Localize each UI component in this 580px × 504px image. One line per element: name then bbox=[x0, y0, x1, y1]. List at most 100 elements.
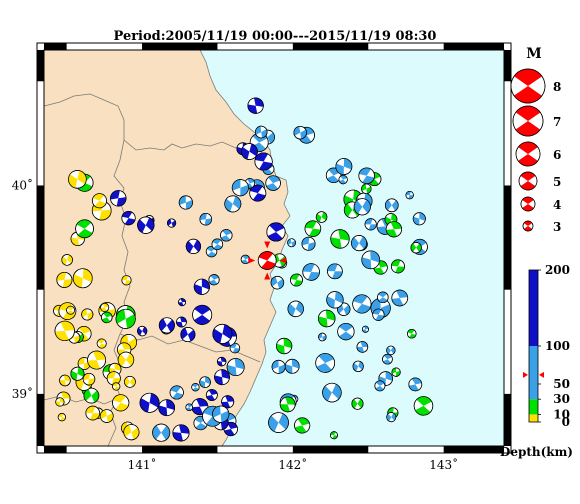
highlight-marker bbox=[279, 257, 287, 264]
depth-color-band bbox=[529, 399, 538, 415]
land-area bbox=[44, 50, 291, 446]
depth-scale-label: 10 bbox=[553, 407, 570, 421]
magnitude-legend-label: 6 bbox=[553, 148, 561, 162]
focal-mechanism bbox=[231, 179, 249, 197]
focal-mechanism bbox=[405, 190, 414, 200]
focal-mechanism bbox=[216, 356, 227, 367]
focal-mechanism bbox=[247, 97, 264, 114]
frame-stripe bbox=[37, 393, 44, 446]
focal-mechanism bbox=[266, 222, 286, 242]
map-frame bbox=[36, 42, 512, 454]
focal-mechanism bbox=[178, 195, 193, 210]
focal-mechanism bbox=[192, 304, 213, 325]
focal-mechanism bbox=[330, 431, 338, 440]
focal-mechanism bbox=[178, 298, 187, 307]
depth-marker-left bbox=[523, 371, 528, 378]
focal-mechanism bbox=[66, 305, 76, 315]
focal-mechanism bbox=[268, 412, 289, 433]
focal-mechanism bbox=[304, 220, 322, 237]
focal-mechanism bbox=[55, 397, 65, 407]
depth-color-band bbox=[529, 270, 538, 346]
focal-mechanism bbox=[137, 325, 148, 337]
focal-mechanism bbox=[318, 309, 336, 328]
focal-mechanism bbox=[117, 351, 135, 369]
focal-mechanism bbox=[240, 254, 251, 265]
focal-mechanism bbox=[276, 337, 293, 355]
focal-mechanism bbox=[199, 376, 211, 388]
magnitude-legend-label: 7 bbox=[553, 115, 561, 129]
focal-mechanism bbox=[199, 212, 213, 226]
frame-stripe bbox=[37, 50, 44, 82]
lat-tick-label: 39˚ bbox=[12, 386, 33, 401]
focal-mechanism bbox=[315, 353, 336, 373]
focal-mechanism bbox=[353, 198, 371, 216]
focal-mechanism bbox=[270, 275, 285, 290]
magnitude-legend-symbol bbox=[520, 196, 536, 212]
focal-mechanism bbox=[220, 229, 233, 242]
focal-mechanism bbox=[176, 316, 187, 328]
focal-mechanism bbox=[112, 382, 121, 391]
focal-mechanism bbox=[361, 250, 381, 270]
focal-mechanism bbox=[212, 405, 230, 423]
frame-stripe bbox=[142, 43, 218, 50]
focal-mechanism bbox=[158, 399, 176, 417]
frame-stripe bbox=[443, 43, 504, 50]
frame-stripe bbox=[37, 185, 44, 290]
focal-mechanism bbox=[406, 328, 417, 339]
focal-mechanism bbox=[137, 216, 155, 234]
focal-mechanism bbox=[410, 241, 422, 254]
focal-mechanism bbox=[327, 263, 343, 280]
focal-mechanism bbox=[214, 369, 230, 386]
focal-mechanism bbox=[59, 374, 71, 387]
focal-mechanism bbox=[338, 174, 348, 185]
focal-mechanism bbox=[167, 218, 177, 228]
focal-mechanism bbox=[352, 360, 364, 372]
focal-mechanism bbox=[240, 143, 258, 160]
focal-mechanism bbox=[106, 371, 121, 386]
lon-tick-label: 141˚ bbox=[128, 457, 157, 472]
frame-stripe bbox=[292, 43, 369, 50]
focal-mechanism bbox=[124, 375, 136, 388]
depth-color-band bbox=[529, 346, 538, 400]
focal-mechanism bbox=[377, 291, 389, 304]
magnitude-legend-title: M bbox=[526, 46, 542, 62]
highlight-marker bbox=[264, 241, 271, 249]
focal-mechanism bbox=[139, 392, 160, 413]
frame-stripe bbox=[443, 446, 504, 453]
focal-mechanism bbox=[361, 325, 369, 333]
focal-mechanism bbox=[85, 405, 101, 421]
focal-mechanism bbox=[361, 183, 372, 195]
focal-mechanism bbox=[413, 396, 434, 416]
focal-mechanism bbox=[351, 397, 364, 410]
focal-mechanism bbox=[226, 358, 245, 377]
frame-stripe bbox=[504, 50, 511, 82]
focal-mechanism bbox=[185, 403, 193, 411]
lat-tick-label: 40˚ bbox=[12, 177, 33, 192]
focal-mechanism bbox=[211, 238, 224, 251]
magnitude-legend-symbol bbox=[510, 68, 546, 104]
depth-scale-label: 50 bbox=[553, 377, 570, 391]
focal-mechanism bbox=[391, 289, 409, 307]
focal-mechanism bbox=[57, 413, 66, 422]
focal-mechanism bbox=[372, 308, 385, 321]
focal-mechanism bbox=[208, 274, 220, 286]
focal-mechanism bbox=[169, 385, 184, 400]
focal-mechanism bbox=[54, 320, 75, 341]
focal-mechanism bbox=[358, 167, 375, 184]
frame-stripe bbox=[292, 446, 369, 453]
focal-mechanism bbox=[385, 221, 403, 238]
highlight-marker bbox=[248, 257, 256, 264]
focal-mechanism bbox=[322, 382, 342, 403]
focal-mechanism bbox=[191, 383, 200, 392]
focal-mechanism bbox=[72, 268, 93, 289]
highlight-marker bbox=[264, 272, 271, 280]
focal-mechanism bbox=[205, 389, 218, 401]
focal-mechanism bbox=[75, 219, 94, 239]
focal-mechanism bbox=[121, 275, 132, 286]
focal-mechanism bbox=[287, 238, 296, 248]
focal-mechanism bbox=[352, 294, 372, 314]
focal-mechanism bbox=[83, 387, 100, 404]
frame-stripe bbox=[44, 446, 67, 453]
focal-mechanism bbox=[391, 367, 401, 377]
